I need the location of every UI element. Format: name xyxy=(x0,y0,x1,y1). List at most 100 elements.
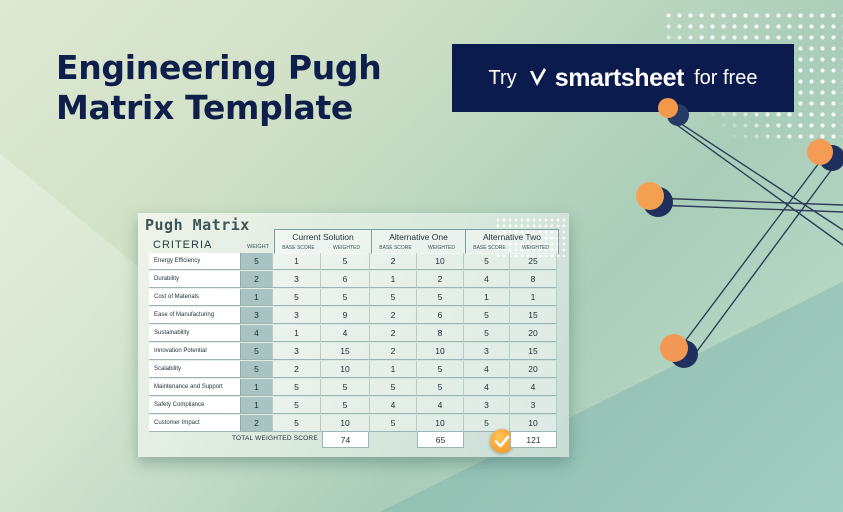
table-row: Safety Compliance 1 5 5 4 4 3 3 xyxy=(149,397,557,414)
table-row: Energy Efficiency 5 1 5 2 10 5 25 xyxy=(149,253,557,270)
molecule-decoration xyxy=(636,98,843,368)
weight-cell: 5 xyxy=(241,253,273,270)
cta-free-text: for free xyxy=(694,66,758,89)
table-row: Cost of Materials 1 5 5 5 5 1 1 xyxy=(149,289,557,306)
alt-two-weighted-cell: 8 xyxy=(510,271,557,288)
alt-two-weighted-cell: 3 xyxy=(510,397,557,414)
weight-header: WEIGHT xyxy=(247,244,269,250)
alt-two-weighted-cell: 1 xyxy=(510,289,557,306)
current-weighted-cell: 5 xyxy=(321,379,370,396)
table-row: Ease of Manufacturing 3 3 9 2 6 5 15 xyxy=(149,307,557,324)
alt-one-weighted-cell: 5 xyxy=(417,289,464,306)
alt-two-base-cell: 4 xyxy=(464,379,510,396)
current-base-cell: 5 xyxy=(273,397,321,414)
criteria-header: CRITERIA xyxy=(153,239,213,251)
current-base-cell: 5 xyxy=(273,289,321,306)
total-current-solution: 74 xyxy=(322,431,369,448)
alt-one-weighted-cell: 5 xyxy=(417,379,464,396)
weight-cell: 1 xyxy=(241,397,273,414)
try-smartsheet-button[interactable]: Try smartsheet for free xyxy=(452,44,794,112)
alt-one-weighted-cell: 10 xyxy=(417,343,464,360)
card-dot-pattern xyxy=(495,217,565,257)
alt-one-weighted-cell: 4 xyxy=(417,397,464,414)
current-base-cell: 3 xyxy=(273,271,321,288)
alt-one-base-cell: 2 xyxy=(370,253,417,270)
criterion-cell: Scalability xyxy=(149,361,241,378)
table-row: Innovation Potential 5 3 15 2 10 3 15 xyxy=(149,343,557,360)
alt-two-base-cell: 5 xyxy=(464,325,510,342)
alt-one-weighted-cell: 6 xyxy=(417,307,464,324)
current-weighted-cell: 10 xyxy=(321,361,370,378)
base-score-header: BASE SCORE xyxy=(282,245,315,251)
title-line-2: Matrix Template xyxy=(56,88,353,127)
total-alternative-two: 121 xyxy=(510,431,557,448)
alt-two-weighted-cell: 20 xyxy=(510,361,557,378)
weight-cell: 3 xyxy=(241,307,273,324)
cta-try-text: Try xyxy=(488,66,517,89)
cta-brand-text: smartsheet xyxy=(554,63,685,92)
group-name: Alternative One xyxy=(389,232,448,242)
alt-two-base-cell: 3 xyxy=(464,343,510,360)
page-title: Engineering Pugh Matrix Template xyxy=(56,48,382,128)
weight-cell: 1 xyxy=(241,289,273,306)
base-score-header: BASE SCORE xyxy=(473,245,506,251)
criterion-cell: Maintenance and Support xyxy=(149,379,241,396)
table-row: Maintenance and Support 1 5 5 5 5 4 4 xyxy=(149,379,557,396)
alt-one-base-cell: 2 xyxy=(370,307,417,324)
current-weighted-cell: 5 xyxy=(321,253,370,270)
weight-cell: 5 xyxy=(241,361,273,378)
alt-two-weighted-cell: 25 xyxy=(510,253,557,270)
title-line-1: Engineering Pugh xyxy=(56,48,382,87)
base-score-header: BASE SCORE xyxy=(379,245,412,251)
alt-one-base-cell: 5 xyxy=(370,415,417,432)
criterion-cell: Innovation Potential xyxy=(149,343,241,360)
alt-one-weighted-cell: 10 xyxy=(417,415,464,432)
weight-cell: 1 xyxy=(241,379,273,396)
current-weighted-cell: 5 xyxy=(321,289,370,306)
weight-cell: 2 xyxy=(241,271,273,288)
table-row: Customer Impact 2 5 10 5 10 5 10 xyxy=(149,415,557,432)
alt-one-base-cell: 1 xyxy=(370,361,417,378)
weighted-header: WEIGHTED xyxy=(428,245,455,251)
criterion-cell: Ease of Manufacturing xyxy=(149,307,241,324)
alt-two-weighted-cell: 15 xyxy=(510,343,557,360)
alt-two-base-cell: 4 xyxy=(464,361,510,378)
current-base-cell: 1 xyxy=(273,325,321,342)
alt-two-base-cell: 5 xyxy=(464,253,510,270)
current-base-cell: 5 xyxy=(273,379,321,396)
alt-one-base-cell: 4 xyxy=(370,397,417,414)
weight-cell: 2 xyxy=(241,415,273,432)
table-row: Sustainability 4 1 4 2 8 5 20 xyxy=(149,325,557,342)
weighted-header: WEIGHTED xyxy=(522,245,549,251)
alt-one-weighted-cell: 5 xyxy=(417,361,464,378)
alt-two-base-cell: 5 xyxy=(464,415,510,432)
alt-two-weighted-cell: 10 xyxy=(510,415,557,432)
alt-one-base-cell: 2 xyxy=(370,343,417,360)
total-weighted-score-label: TOTAL WEIGHTED SCORE xyxy=(232,435,318,442)
weight-cell: 4 xyxy=(241,325,273,342)
current-base-cell: 2 xyxy=(273,361,321,378)
criterion-cell: Sustainability xyxy=(149,325,241,342)
weighted-header: WEIGHTED xyxy=(333,245,360,251)
alt-two-base-cell: 5 xyxy=(464,307,510,324)
current-weighted-cell: 4 xyxy=(321,325,370,342)
table-row: Scalability 5 2 10 1 5 4 20 xyxy=(149,361,557,378)
current-base-cell: 1 xyxy=(273,253,321,270)
group-name: Alternative Two xyxy=(483,232,541,242)
current-weighted-cell: 6 xyxy=(321,271,370,288)
criterion-cell: Cost of Materials xyxy=(149,289,241,306)
alt-one-weighted-cell: 10 xyxy=(417,253,464,270)
alt-one-base-cell: 5 xyxy=(370,379,417,396)
total-alternative-one: 65 xyxy=(417,431,464,448)
table-row: Durability 2 3 6 1 2 4 8 xyxy=(149,271,557,288)
alt-two-base-cell: 1 xyxy=(464,289,510,306)
criterion-cell: Energy Efficiency xyxy=(149,253,241,270)
alt-one-base-cell: 1 xyxy=(370,271,417,288)
current-weighted-cell: 10 xyxy=(321,415,370,432)
alt-two-weighted-cell: 20 xyxy=(510,325,557,342)
alt-one-weighted-cell: 2 xyxy=(417,271,464,288)
current-weighted-cell: 5 xyxy=(321,397,370,414)
group-alternative-two: Alternative Two BASE SCORE WEIGHTED xyxy=(465,229,559,254)
alt-two-weighted-cell: 15 xyxy=(510,307,557,324)
alt-two-weighted-cell: 4 xyxy=(510,379,557,396)
